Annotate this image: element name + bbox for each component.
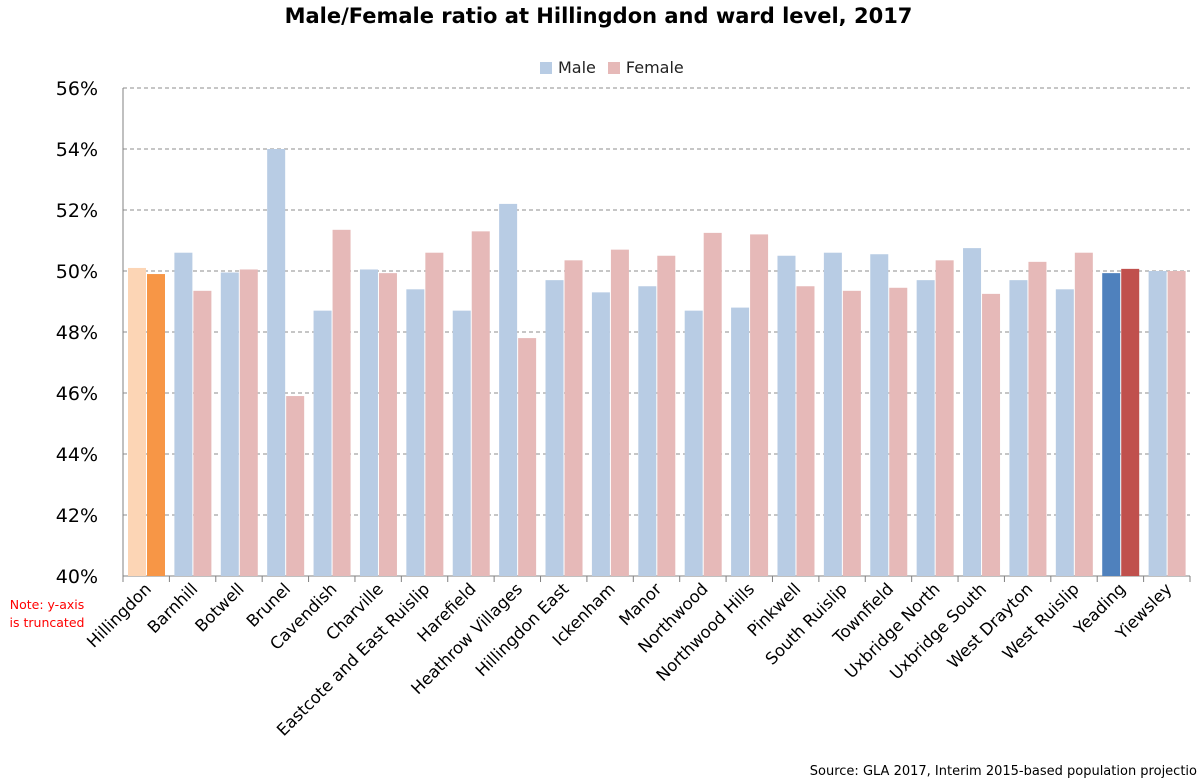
bar-male	[870, 254, 889, 576]
bar-female	[286, 396, 305, 576]
bar-male	[499, 203, 518, 576]
bar-female	[610, 249, 629, 576]
bar-male	[452, 310, 471, 576]
x-tick-label: Botwell	[191, 579, 247, 635]
bar-female	[239, 269, 258, 576]
y-tick-label: 52%	[56, 200, 98, 222]
y-tick-label: 50%	[56, 261, 98, 283]
bar-female	[564, 260, 583, 576]
y-tick-label: 40%	[56, 566, 98, 588]
bar-female	[1074, 252, 1093, 576]
x-tick-label: South Ruislip	[762, 579, 851, 668]
bar-female	[1121, 268, 1140, 576]
bar-male	[406, 289, 425, 576]
x-tick-label: Hillingdon	[83, 579, 155, 651]
x-tick-label: Barnhill	[144, 579, 202, 637]
note-line-2: is truncated	[9, 615, 85, 630]
legend-item-female: Female	[607, 58, 684, 77]
y-tick-label: 48%	[56, 322, 98, 344]
bar-male	[1148, 271, 1167, 576]
bar-male	[823, 252, 842, 576]
bar-male	[591, 292, 610, 576]
chart-title: Male/Female ratio at Hillingdon and ward…	[284, 4, 913, 28]
legend: Male Female	[540, 58, 696, 77]
y-tick-label: 42%	[56, 505, 98, 527]
bar-female	[193, 290, 212, 576]
bar-male	[1055, 289, 1074, 576]
y-tick-label: 44%	[56, 444, 98, 466]
note-line-1: Note: y-axis	[9, 597, 85, 612]
bar-male	[638, 286, 657, 576]
bar-female	[982, 293, 1001, 576]
bar-female	[471, 231, 490, 576]
bar-female	[750, 234, 769, 576]
bar-male	[545, 280, 564, 576]
source-note: Source: GLA 2017, Interim 2015-based pop…	[809, 764, 1197, 779]
y-tick-label: 56%	[56, 78, 98, 100]
bar-male	[220, 272, 239, 576]
bar-male	[267, 149, 286, 576]
bar-male	[1102, 273, 1121, 576]
legend-item-male: Male	[540, 58, 596, 77]
bar-female	[842, 290, 861, 576]
bar-male	[1009, 280, 1028, 576]
legend-swatch-male	[540, 61, 552, 74]
bar-female	[703, 232, 722, 576]
bar-female	[935, 260, 954, 576]
bar-male	[963, 248, 982, 576]
legend-label-male: Male	[558, 58, 596, 77]
bar-male	[731, 307, 750, 576]
bar-male	[359, 269, 378, 576]
bar-female	[796, 286, 815, 576]
truncation-note: Note: y-axis is truncated	[2, 596, 92, 632]
bar-female	[147, 274, 165, 576]
bar-male	[916, 280, 935, 576]
bar-female	[1167, 271, 1186, 576]
y-tick-label: 46%	[56, 383, 98, 405]
bar-female	[332, 229, 351, 576]
bar-male	[128, 267, 146, 576]
bar-male	[684, 310, 703, 576]
bar-male	[313, 310, 332, 576]
bar-female	[889, 287, 908, 576]
y-tick-label: 54%	[56, 139, 98, 161]
legend-swatch-female	[607, 61, 620, 74]
legend-label-female: Female	[625, 58, 684, 77]
bar-female	[657, 255, 676, 576]
bar-female	[425, 252, 444, 576]
bar-female	[1028, 261, 1047, 576]
bar-female	[518, 338, 537, 576]
bar-female	[378, 273, 397, 576]
bar-male	[777, 255, 796, 576]
bar-male	[174, 252, 193, 576]
